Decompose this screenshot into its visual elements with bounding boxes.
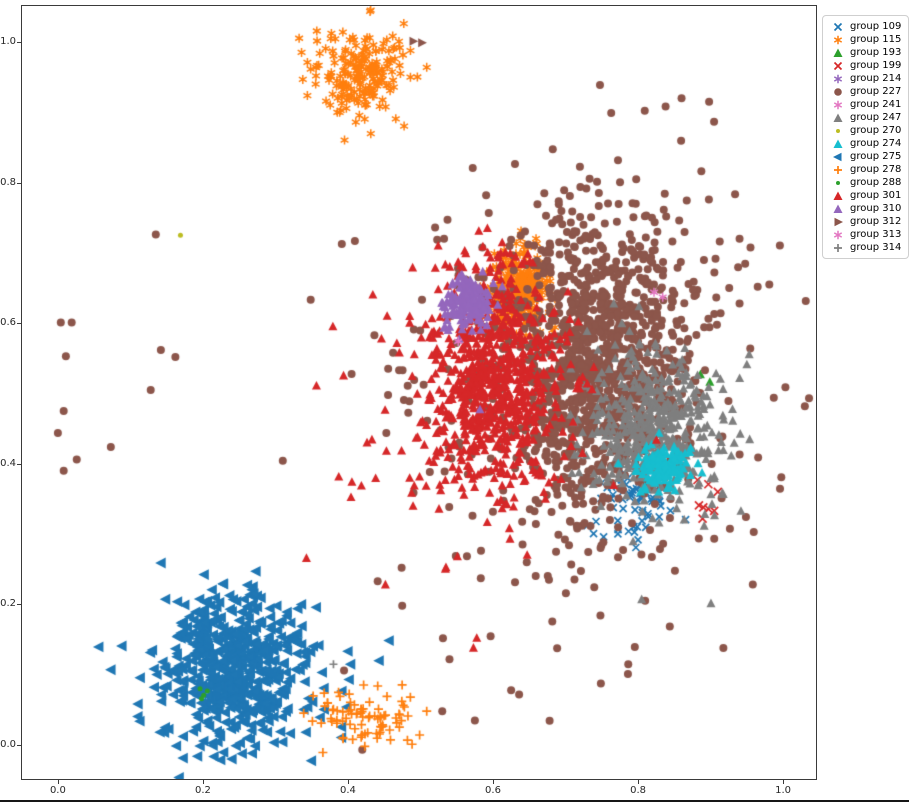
- y-tick-mark: [17, 182, 21, 184]
- legend-item-label: group 314: [850, 242, 902, 253]
- legend-item-group-109: group 109: [828, 20, 904, 33]
- x-tick-label: 0.6: [485, 785, 501, 796]
- legend-item-group-274: group 274: [828, 137, 904, 150]
- star-marker-icon: [828, 74, 848, 84]
- legend-item-label: group 275: [850, 151, 902, 162]
- legend-item-group-310: group 310: [828, 202, 904, 215]
- plot-area: [21, 5, 817, 780]
- triangle-up-marker-icon: [828, 204, 848, 214]
- legend-item-group-115: group 115: [828, 33, 904, 46]
- star-marker-icon: [828, 100, 848, 110]
- legend-item-group-270: group 270: [828, 124, 904, 137]
- legend-item-label: group 310: [850, 203, 902, 214]
- legend-item-label: group 278: [850, 164, 902, 175]
- scatter-canvas: [22, 6, 816, 779]
- y-tick-mark: [17, 323, 21, 325]
- triangle-up-marker-icon: [828, 48, 848, 58]
- plus-marker-icon: [828, 243, 848, 253]
- dot-marker-icon: [828, 178, 848, 188]
- dot-marker-icon: [828, 126, 848, 136]
- legend-item-label: group 115: [850, 34, 902, 45]
- star-marker-icon: [828, 35, 848, 45]
- legend-item-label: group 274: [850, 138, 902, 149]
- y-tick-mark: [17, 604, 21, 606]
- x-tick-label: 0.2: [194, 785, 211, 796]
- x-tick-mark: [493, 780, 494, 784]
- x-tick-label: 0.4: [340, 785, 356, 796]
- triangle-up-marker-icon: [828, 191, 848, 201]
- legend-item-label: group 270: [850, 125, 902, 136]
- legend-item-label: group 247: [850, 112, 902, 123]
- legend-item-label: group 312: [850, 216, 902, 227]
- legend-item-label: group 313: [850, 229, 902, 240]
- x-marker-icon: [828, 61, 848, 71]
- x-tick-label: 0.0: [49, 785, 66, 796]
- legend-item-group-313: group 313: [828, 228, 904, 241]
- y-tick-label: 0.2: [0, 598, 16, 610]
- legend-item-group-199: group 199: [828, 59, 904, 72]
- x-marker-icon: [828, 22, 848, 32]
- legend-item-group-247: group 247: [828, 111, 904, 124]
- legend-item-label: group 193: [850, 47, 902, 58]
- legend-item-group-275: group 275: [828, 150, 904, 163]
- legend-item-group-301: group 301: [828, 189, 904, 202]
- legend-item-group-214: group 214: [828, 72, 904, 85]
- y-tick-label: 0.4: [0, 457, 16, 469]
- legend-item-label: group 109: [850, 21, 902, 32]
- legend-item-label: group 199: [850, 60, 902, 71]
- x-tick-mark: [347, 780, 349, 784]
- triangle-up-marker-icon: [828, 113, 848, 123]
- y-tick-mark: [17, 745, 21, 747]
- y-tick-mark: [17, 41, 21, 43]
- x-tick-mark: [783, 780, 785, 784]
- triangle-up-marker-icon: [828, 139, 848, 149]
- x-tick-mark: [57, 780, 59, 784]
- triangle-left-marker-icon: [828, 152, 848, 162]
- legend-item-group-288: group 288: [828, 176, 904, 189]
- x-tick-label: 1.0: [775, 785, 792, 796]
- legend-item-group-312: group 312: [828, 215, 904, 228]
- legend-item-label: group 227: [850, 86, 902, 97]
- legend-item-label: group 288: [850, 177, 902, 188]
- legend: group 109 group 115 group 193 group 199 grou…: [822, 15, 909, 259]
- y-tick-label: 0.0: [0, 739, 16, 751]
- triangle-right-marker-icon: [828, 217, 848, 227]
- plus-marker-icon: [828, 165, 848, 175]
- legend-item-group-227: group 227: [828, 85, 904, 98]
- legend-item-group-193: group 193: [828, 46, 904, 59]
- legend-item-group-241: group 241: [828, 98, 904, 111]
- legend-item-group-314: group 314: [828, 241, 904, 254]
- star-marker-icon: [828, 230, 848, 240]
- legend-item-label: group 241: [850, 99, 902, 110]
- legend-item-label: group 214: [850, 73, 902, 84]
- y-tick-label: 1.0: [0, 35, 16, 47]
- x-tick-mark: [202, 780, 204, 784]
- x-tick-mark: [638, 780, 640, 784]
- y-tick-label: 0.8: [0, 176, 16, 188]
- y-tick-label: 0.6: [0, 317, 16, 329]
- legend-item-group-278: group 278: [828, 163, 904, 176]
- window-bottom-border: [0, 800, 909, 802]
- x-tick-label: 0.8: [630, 785, 646, 796]
- y-tick-mark: [17, 463, 21, 465]
- legend-item-label: group 301: [850, 190, 902, 201]
- circle-marker-icon: [828, 87, 848, 97]
